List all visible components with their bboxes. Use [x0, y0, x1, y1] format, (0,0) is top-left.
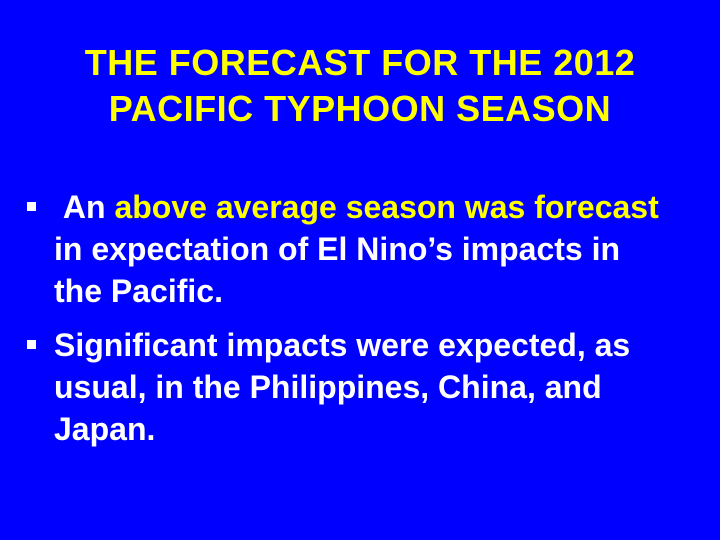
bullet-highlight-text: above average season was forecast	[114, 189, 659, 225]
square-bullet-icon	[27, 202, 36, 211]
title-line-2: PACIFIC TYPHOON SEASON	[108, 88, 612, 129]
bullet-text-pre: An	[54, 189, 115, 225]
bullet-item-forecast: An above average season was forecast in …	[24, 186, 674, 312]
bullet-text-post: in expectation of El Nino’s impacts in t…	[54, 189, 677, 309]
bullet-item-impacts: Significant impacts were expected, as us…	[24, 324, 674, 450]
bullet-list: An above average season was forecast in …	[24, 186, 674, 462]
slide-title: THE FORECAST FOR THE 2012 PACIFIC TYPHOO…	[20, 40, 700, 132]
title-line-1: THE FORECAST FOR THE 2012	[84, 42, 636, 83]
bullet-text: Significant impacts were expected, as us…	[54, 327, 631, 447]
square-bullet-icon	[27, 340, 36, 349]
